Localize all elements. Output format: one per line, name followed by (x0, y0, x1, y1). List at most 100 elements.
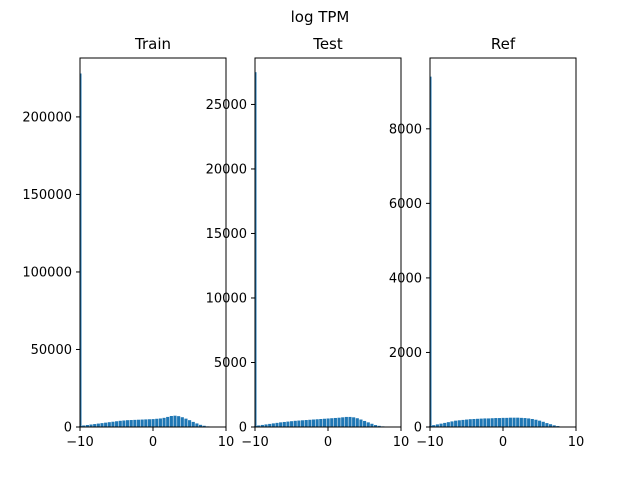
y-tick-label: 0 (64, 421, 72, 436)
histogram-bar (122, 420, 126, 427)
histogram-bar (158, 418, 162, 427)
histogram-bar (133, 419, 137, 427)
histogram-bar (519, 417, 523, 427)
histogram-bar (377, 425, 381, 427)
histogram-bar (107, 422, 111, 427)
histogram-bar (494, 418, 498, 427)
histogram-bar (432, 425, 436, 427)
histogram-bar (512, 417, 516, 427)
histogram-bar (188, 420, 192, 427)
histogram-bar (468, 419, 472, 427)
histogram-bar (166, 416, 170, 427)
y-tick-label: 15000 (206, 227, 247, 242)
histogram-bar (191, 421, 195, 427)
histogram-bar (104, 422, 108, 427)
histogram-bar (359, 419, 363, 427)
histogram-bar (523, 418, 527, 427)
histogram-bar (177, 416, 181, 427)
histogram-bar (315, 419, 319, 427)
histogram-bars (79, 73, 214, 427)
histogram-bar (308, 419, 312, 427)
histogram-bar (93, 424, 97, 427)
histogram-bar (257, 425, 261, 427)
y-tick-label: 0 (414, 421, 422, 436)
y-tick-label: 20000 (206, 162, 247, 177)
histogram-bars (254, 72, 389, 427)
histogram-bar (508, 417, 512, 427)
histogram-bar (260, 424, 264, 427)
histogram-bar (472, 418, 476, 427)
x-tick-label: −10 (66, 435, 93, 450)
panel-title: Test (312, 35, 343, 53)
histogram-bar (282, 421, 286, 427)
histogram-bar (454, 420, 458, 427)
histogram-bar (370, 423, 374, 427)
y-tick-label: 100000 (22, 265, 72, 280)
histogram-bar (348, 416, 352, 427)
histogram-bar (96, 423, 100, 427)
histogram-bar (85, 424, 89, 427)
y-tick-label: 6000 (389, 197, 422, 212)
histogram-bar (264, 424, 268, 427)
histogram-bar (144, 419, 148, 427)
histogram-bar (180, 417, 184, 427)
histogram-bar (202, 425, 206, 427)
histogram-bar (136, 419, 141, 427)
axes-frame (254, 57, 402, 428)
x-tick-label: −10 (241, 435, 268, 450)
y-tick-label: 8000 (389, 122, 422, 137)
axes-frame (79, 57, 227, 428)
histogram-panels: Train−10 0 10050000100000150000200000Test−… (22, 35, 584, 450)
histogram-bar (479, 418, 483, 427)
histogram-bar (486, 418, 491, 427)
histogram-bar (545, 423, 549, 427)
histogram-spike-bar (430, 76, 432, 428)
panel-title: Train (134, 35, 171, 53)
histogram-bar (100, 423, 104, 427)
histogram-bar (198, 424, 203, 427)
y-tick-label: 150000 (22, 188, 72, 203)
histogram-bar (373, 425, 378, 427)
histogram-spike-bar (255, 72, 257, 427)
histogram-bar (552, 425, 556, 427)
histogram-bar (337, 417, 341, 427)
histogram-bar (457, 420, 461, 427)
histogram-bar (450, 421, 454, 427)
histogram-bar (341, 417, 345, 427)
histogram-bar (155, 418, 159, 427)
histogram-bar (322, 418, 327, 427)
histogram-bar (355, 418, 359, 427)
histogram-bar (279, 422, 283, 427)
y-tick-label: 25000 (206, 98, 247, 113)
histogram-bar (195, 423, 199, 427)
histogram-bar (300, 420, 305, 427)
histogram-bar (333, 417, 337, 427)
histogram-bar (129, 420, 133, 427)
y-tick-label: 200000 (22, 110, 72, 125)
histogram-bar (439, 423, 443, 427)
histogram-bar (82, 425, 86, 427)
histogram-bar (344, 416, 348, 427)
histogram-bar (311, 419, 316, 427)
x-tick-label: −10 (416, 435, 443, 450)
histogram-bar (147, 419, 152, 427)
histogram-bar (501, 417, 505, 427)
histogram-bar (497, 418, 502, 427)
histogram-bar (290, 421, 294, 427)
histogram-bar (151, 419, 155, 427)
x-tick-label: 10 (568, 435, 585, 450)
histogram-bar (352, 417, 356, 427)
histogram-bar (271, 423, 275, 427)
panel-title: Ref (491, 35, 516, 53)
histogram-bar (304, 420, 308, 427)
histogram-bar (286, 421, 290, 427)
histogram-spike-bar (80, 73, 82, 427)
x-tick-label: 10 (393, 435, 410, 450)
figure-title: log TPM (291, 8, 350, 26)
histogram-bar (538, 420, 542, 427)
x-tick-label: 0 (324, 435, 332, 450)
histogram-bar (162, 417, 166, 427)
histogram-bar (461, 419, 465, 427)
